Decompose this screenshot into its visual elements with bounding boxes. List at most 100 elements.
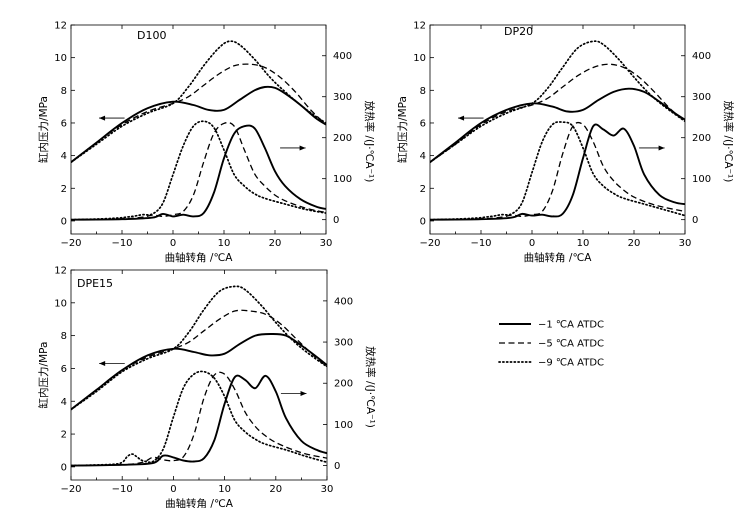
y-right-tick-label: 200 (333, 133, 352, 144)
x-tick-label: 20 (269, 238, 282, 249)
left-axis-arrow-head (458, 115, 465, 121)
y-left-tick-label: 2 (420, 184, 426, 195)
left-axis-arrow-head (99, 115, 106, 121)
y-right-tick-label: 300 (692, 92, 711, 103)
series-line-dashed-left (430, 63, 685, 163)
y-left-tick-label: 4 (61, 151, 67, 162)
series-line-dotted-right (71, 370, 327, 467)
plot-area (71, 40, 326, 221)
right-axis-arrow-head (300, 391, 307, 397)
y-left-axis-label: 缸内压力/MPa (37, 96, 50, 163)
x-tick-label: 30 (321, 484, 334, 495)
x-tick-label: 10 (577, 238, 590, 249)
x-tick-label: 10 (218, 484, 231, 495)
series-line-dotted-left (71, 285, 327, 411)
x-tick-label: −10 (112, 484, 133, 495)
y-left-axis-label: 缸内压力/MPa (37, 342, 50, 409)
x-axis-label: 曲轴转角 /℃A (165, 497, 234, 508)
y-right-tick-label: 200 (334, 379, 353, 390)
legend-label: −9 ℃A ATDC (538, 358, 604, 369)
left-axis-arrow-head (99, 361, 106, 367)
x-tick-label: 30 (320, 238, 333, 249)
y-right-tick-label: 300 (333, 92, 352, 103)
y-right-tick-label: 100 (692, 174, 711, 185)
x-tick-label: 20 (269, 484, 282, 495)
x-tick-label: −10 (470, 238, 491, 249)
legend-label: −1 ℃A ATDC (538, 320, 604, 331)
x-tick-label: 0 (529, 238, 535, 249)
y-left-tick-label: 12 (54, 21, 67, 32)
series-line-solid-right (430, 123, 685, 221)
y-left-tick-label: 4 (420, 151, 426, 162)
series-line-dashed-left (71, 309, 327, 411)
series-line-solid-left (71, 85, 326, 163)
x-tick-label: 0 (170, 484, 176, 495)
x-tick-label: 0 (170, 238, 176, 249)
y-left-tick-label: 10 (54, 298, 67, 309)
y-right-axis-label: 放热率 /(J·℃A⁻¹) (722, 101, 735, 183)
x-axis-label: 曲轴转角 /℃A (165, 251, 234, 264)
y-left-tick-label: 8 (61, 331, 67, 342)
y-left-tick-label: 2 (61, 430, 67, 441)
series-line-dashed-right (71, 371, 327, 467)
x-tick-label: 30 (679, 238, 692, 249)
y-right-tick-label: 0 (334, 461, 340, 472)
y-right-tick-label: 200 (692, 133, 711, 144)
y-left-tick-label: 0 (61, 216, 67, 227)
plot-frame (70, 24, 327, 235)
y-right-tick-label: 400 (334, 296, 353, 307)
series-line-dotted-right (430, 121, 685, 221)
legend: −1 ℃A ATDC −5 ℃A ATDC −9 ℃A ATDC (498, 320, 604, 369)
y-left-tick-label: 0 (61, 462, 67, 473)
y-left-tick-label: 2 (61, 184, 67, 195)
plot-area (430, 40, 685, 221)
series-line-solid-left (71, 333, 327, 411)
y-left-tick-label: 6 (420, 118, 426, 129)
y-left-tick-label: 10 (54, 53, 67, 64)
panel-title: DPE15 (77, 277, 113, 290)
y-left-axis-label: 缸内压力/MPa (396, 96, 409, 163)
series-line-solid-left (430, 87, 685, 163)
y-left-tick-label: 6 (61, 364, 67, 375)
chart-panel-dp20: −20 −10 0 10 20 300246810120100200300400曲轴转角 … (396, 21, 735, 265)
y-left-tick-label: 4 (61, 397, 67, 408)
x-tick-label: −10 (111, 238, 132, 249)
y-right-tick-label: 0 (333, 215, 339, 226)
y-right-tick-label: 400 (333, 51, 352, 62)
y-left-tick-label: 8 (420, 86, 426, 97)
x-tick-label: 10 (218, 238, 231, 249)
x-tick-label: −20 (60, 484, 81, 495)
panel-title: DP20 (504, 25, 533, 38)
chart-panel-dpe15: −20 −10 0 10 20 300246810120100200300400曲轴转角 … (37, 266, 377, 508)
y-left-tick-label: 12 (413, 21, 426, 32)
x-axis-label: 曲轴转角 /℃A (524, 251, 593, 264)
x-tick-label: −20 (60, 238, 81, 249)
chart-panel-d100: −20 −10 0 10 20 300246810120100200300400曲轴转角 … (37, 21, 376, 265)
y-right-axis-label: 放热率 /(J·℃A⁻¹) (364, 346, 377, 428)
y-left-tick-label: 8 (61, 86, 67, 97)
series-line-dotted-left (430, 40, 685, 164)
panel-title: D100 (137, 29, 166, 42)
y-right-axis-label: 放热率 /(J·℃A⁻¹) (363, 101, 376, 183)
y-left-tick-label: 0 (420, 216, 426, 227)
series-line-solid-right (71, 124, 326, 221)
right-axis-arrow-head (658, 145, 665, 151)
series-line-dotted-left (71, 40, 326, 164)
y-left-tick-label: 6 (61, 118, 67, 129)
series-line-dotted-right (71, 120, 326, 221)
series-line-dashed-left (71, 63, 326, 163)
series-line-solid-right (71, 374, 327, 467)
y-left-tick-label: 12 (54, 266, 67, 277)
y-right-tick-label: 400 (692, 51, 711, 62)
y-right-tick-label: 100 (334, 420, 353, 431)
x-tick-label: −20 (419, 238, 440, 249)
right-axis-arrow-head (299, 145, 306, 151)
x-tick-label: 20 (628, 238, 641, 249)
plot-frame (429, 24, 686, 235)
legend-label: −5 ℃A ATDC (538, 339, 604, 350)
y-right-tick-label: 100 (333, 174, 352, 185)
y-left-tick-label: 10 (413, 53, 426, 64)
plot-area (71, 285, 327, 467)
y-right-tick-label: 0 (692, 215, 698, 226)
